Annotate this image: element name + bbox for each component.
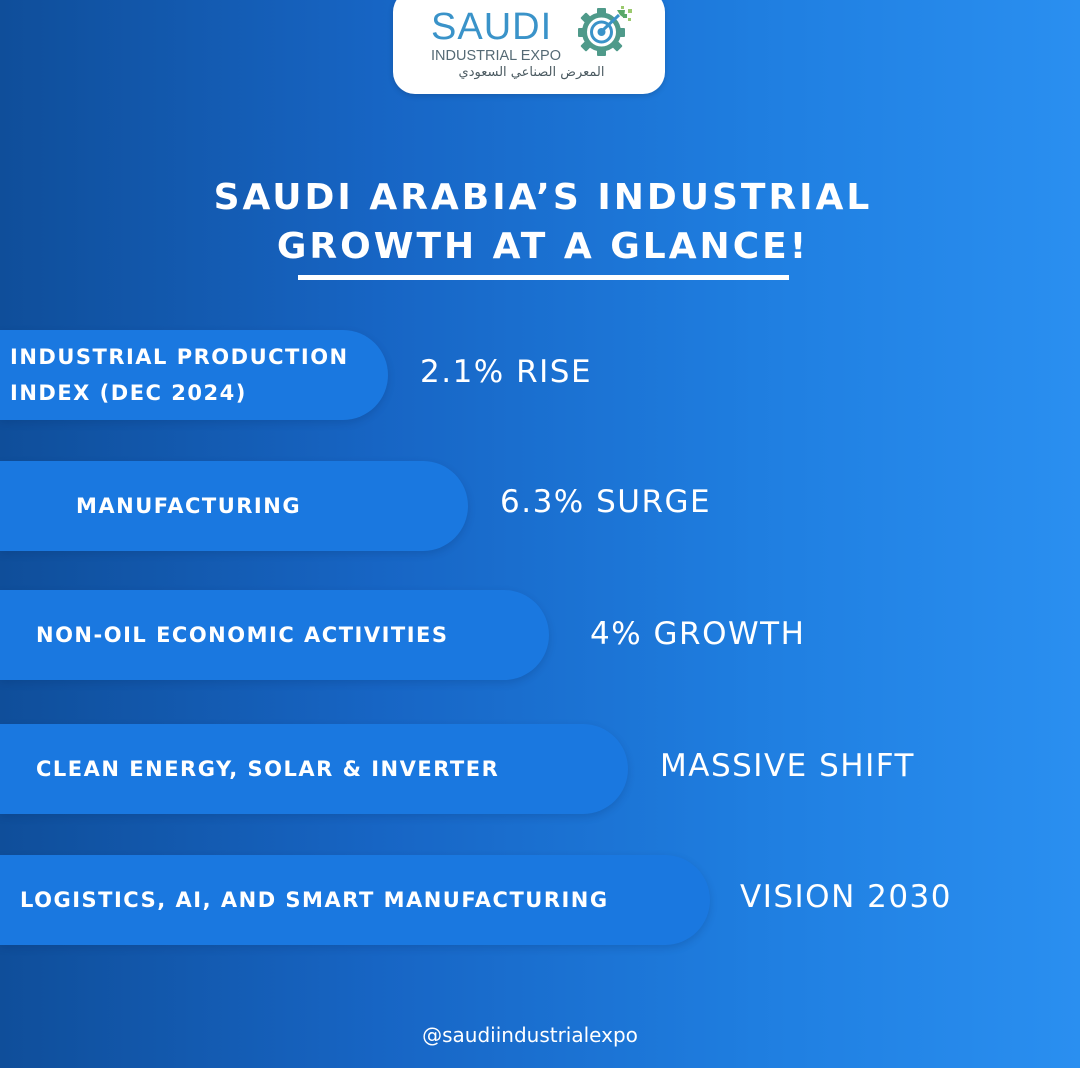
- logo-arabic-text: المعرض الصناعي السعودي: [458, 65, 605, 80]
- stat-pill-manufacturing: MANUFACTURING: [0, 461, 468, 551]
- bottom-band: [0, 1068, 1080, 1080]
- stat-value: 6.3% SURGE: [500, 484, 712, 520]
- gear-target-icon: [578, 6, 632, 56]
- logo-wordmark: SAUDI: [431, 6, 553, 48]
- social-handle[interactable]: @saudiindustrialexpo: [422, 1023, 638, 1047]
- stat-value: 4% GROWTH: [590, 616, 806, 652]
- stat-label: LOGISTICS, AI, AND SMART MANUFACTURING: [20, 888, 609, 912]
- stat-label-line: INDUSTRIAL PRODUCTION: [10, 345, 349, 369]
- stat-label: MANUFACTURING: [76, 494, 302, 518]
- stat-pill-logistics-ai: LOGISTICS, AI, AND SMART MANUFACTURING: [0, 855, 710, 945]
- stat-label-line: INDEX (DEC 2024): [10, 381, 247, 405]
- stat-pill-industrial-production: INDUSTRIAL PRODUCTION INDEX (DEC 2024): [0, 330, 388, 420]
- logo-card: SAUDI INDUSTRIAL EXPO: [393, 0, 665, 94]
- stat-label: NON-OIL ECONOMIC ACTIVITIES: [36, 623, 449, 647]
- logo-subtitle: INDUSTRIAL EXPO: [431, 48, 561, 64]
- headline-underline: [298, 275, 789, 280]
- headline-line-2: GROWTH AT A GLANCE!: [276, 226, 810, 267]
- stat-value: 2.1% RISE: [420, 354, 593, 390]
- stat-label: INDUSTRIAL PRODUCTION INDEX (DEC 2024): [10, 339, 349, 411]
- stat-value: MASSIVE SHIFT: [660, 748, 915, 784]
- stat-pill-clean-energy: CLEAN ENERGY, SOLAR & INVERTER: [0, 724, 628, 814]
- stat-pill-non-oil: NON-OIL ECONOMIC ACTIVITIES: [0, 590, 549, 680]
- stat-label: CLEAN ENERGY, SOLAR & INVERTER: [36, 757, 500, 781]
- headline-line-1: SAUDI ARABIA’S INDUSTRIAL: [213, 177, 873, 218]
- stat-value: VISION 2030: [740, 879, 953, 915]
